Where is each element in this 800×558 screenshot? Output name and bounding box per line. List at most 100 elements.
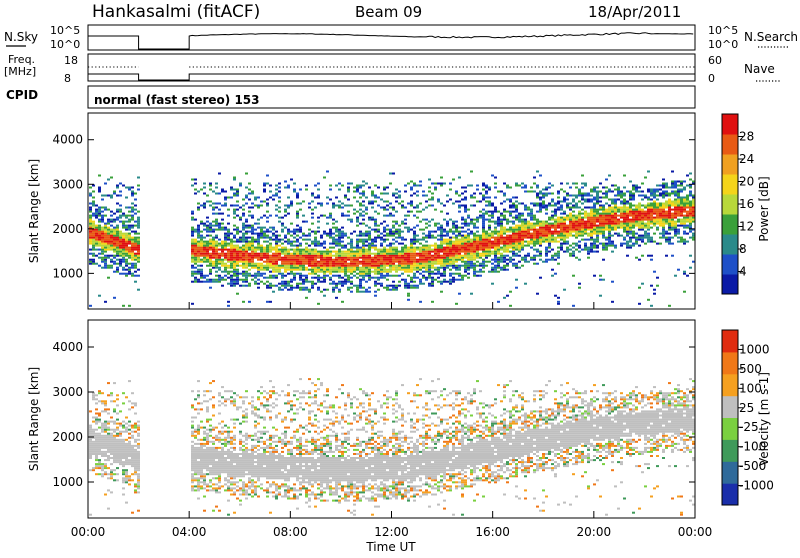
power-cell xyxy=(89,249,92,251)
power-cell xyxy=(620,235,623,237)
power-cell xyxy=(311,253,314,255)
power-cell xyxy=(320,251,323,253)
power-cell xyxy=(686,205,689,207)
power-cell xyxy=(668,201,671,203)
power-cell xyxy=(227,231,230,233)
power-cell xyxy=(572,243,575,245)
power-cell xyxy=(515,253,518,255)
power-cell xyxy=(530,215,533,217)
power-cell xyxy=(104,215,107,217)
power-cell xyxy=(521,245,524,247)
power-cell xyxy=(275,249,278,251)
power-cell xyxy=(443,273,446,275)
power-cell xyxy=(494,183,497,185)
power-cell xyxy=(401,261,404,263)
power-cell xyxy=(545,253,548,255)
power-cell xyxy=(302,267,305,269)
power-cell xyxy=(461,265,464,267)
power-cell xyxy=(257,239,260,241)
power-cell xyxy=(464,257,467,259)
power-cell xyxy=(353,261,356,263)
power-cell xyxy=(551,223,554,225)
power-cell xyxy=(647,223,650,225)
power-cell xyxy=(347,253,350,255)
power-cell xyxy=(275,209,278,211)
power-cell xyxy=(305,281,308,283)
power-cell xyxy=(482,227,485,229)
power-cell xyxy=(194,243,197,245)
power-cell xyxy=(428,249,431,251)
power-cell xyxy=(227,245,230,247)
power-cell xyxy=(341,267,344,269)
power-cell xyxy=(671,203,674,205)
power-cell xyxy=(104,245,107,247)
power-cell xyxy=(392,243,395,245)
power-cell xyxy=(320,261,323,263)
power-cell xyxy=(353,187,356,189)
power-cell xyxy=(242,273,245,275)
power-cell xyxy=(542,225,545,227)
power-cell xyxy=(617,221,620,223)
power-cell xyxy=(617,227,620,229)
power-cell xyxy=(230,247,233,249)
power-cell xyxy=(428,267,431,269)
power-cell xyxy=(551,257,554,259)
power-cell xyxy=(254,205,257,207)
power-cell xyxy=(284,209,287,211)
power-cell xyxy=(119,243,122,245)
power-cell xyxy=(278,241,281,243)
power-cell xyxy=(650,209,653,211)
power-cell xyxy=(614,219,617,221)
power-cell xyxy=(485,193,488,195)
cpid-text: normal (fast stereo) 153 xyxy=(94,93,260,107)
power-cell xyxy=(611,243,614,245)
power-cell xyxy=(329,255,332,257)
power-cell xyxy=(200,277,203,279)
power-cell xyxy=(338,235,341,237)
power-cell xyxy=(356,259,359,261)
power-cell xyxy=(389,173,392,175)
power-cell xyxy=(554,253,557,255)
power-cell xyxy=(332,205,335,207)
power-cell xyxy=(527,243,530,245)
power-cell xyxy=(539,243,542,245)
power-cell xyxy=(251,225,254,227)
power-cell xyxy=(356,265,359,267)
power-cell xyxy=(284,261,287,263)
power-cell xyxy=(428,247,431,249)
power-cell xyxy=(542,239,545,241)
power-cell xyxy=(227,257,230,259)
power-cell xyxy=(308,235,311,237)
power-cell xyxy=(104,229,107,231)
power-cell xyxy=(551,241,554,243)
power-cell xyxy=(590,199,593,201)
power-cell xyxy=(530,217,533,219)
power-cell xyxy=(494,255,497,257)
power-cell xyxy=(428,271,431,273)
power-cell xyxy=(503,231,506,233)
power-cell xyxy=(413,253,416,255)
power-cell xyxy=(131,243,134,245)
power-cell xyxy=(131,207,134,209)
power-cell xyxy=(386,257,389,259)
power-cell xyxy=(413,261,416,263)
power-cell xyxy=(407,261,410,263)
power-cell xyxy=(308,257,311,259)
power-cell xyxy=(392,249,395,251)
power-cell xyxy=(101,211,104,213)
power-cell xyxy=(500,267,503,269)
power-cell xyxy=(242,253,245,255)
power-cell xyxy=(266,265,269,267)
power-cell xyxy=(539,237,542,239)
power-cell xyxy=(311,193,314,195)
power-cell xyxy=(89,227,92,229)
power-cell xyxy=(314,243,317,245)
power-cell xyxy=(449,255,452,257)
power-cell xyxy=(245,255,248,257)
power-cell xyxy=(611,211,614,213)
power-cell xyxy=(365,251,368,253)
power-cell xyxy=(467,225,470,227)
power-cell xyxy=(332,255,335,257)
power-cell xyxy=(512,249,515,251)
power-cell xyxy=(461,193,464,195)
